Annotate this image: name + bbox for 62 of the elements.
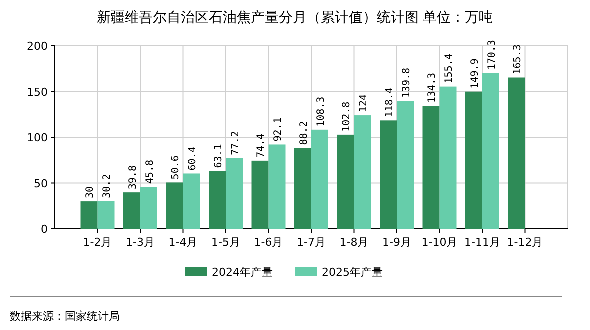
bar	[440, 86, 457, 229]
y-tick-label: 150	[27, 86, 48, 99]
bar	[209, 171, 226, 229]
bar	[397, 101, 414, 229]
x-tick-label: 1-5月	[212, 236, 240, 249]
x-tick-label: 1-2月	[83, 236, 112, 249]
data-label: 149.9	[470, 58, 481, 89]
data-label: 92.1	[273, 118, 284, 142]
bar	[80, 202, 98, 229]
data-label: 134.3	[427, 73, 438, 104]
x-tick-label: 1-9月	[382, 236, 412, 249]
x-tick-label: 1-11月	[464, 236, 500, 249]
bar	[140, 187, 158, 229]
x-tick-label: 1-10月	[422, 236, 458, 249]
legend-label: 2024年产量	[212, 266, 273, 279]
bar	[482, 73, 500, 229]
source-note: 数据来源：国家统计局	[10, 310, 120, 323]
x-tick-label: 1-3月	[126, 236, 155, 249]
data-label: 165.3	[512, 44, 524, 75]
bar	[380, 120, 397, 229]
bar	[312, 130, 328, 229]
y-tick-label: 200	[27, 40, 48, 53]
bar	[294, 148, 312, 229]
x-tick-label: 1-4月	[168, 236, 198, 249]
x-tick-label: 1-12月	[507, 236, 544, 249]
x-tick-label: 1-7月	[297, 236, 326, 249]
y-tick-label: 100	[27, 132, 48, 144]
data-label: 77.2	[230, 131, 242, 156]
bar	[466, 92, 482, 229]
bar	[98, 201, 115, 229]
bar	[354, 116, 372, 229]
bar	[337, 134, 354, 229]
bar	[124, 192, 140, 229]
data-label: 155.4	[444, 54, 456, 84]
x-tick-label: 1-8月	[340, 236, 369, 249]
data-label: 50.6	[170, 156, 182, 180]
bar	[268, 144, 286, 229]
data-label: 170.3	[487, 40, 498, 70]
chart-title: 新疆维吾尔自治区石油焦产量分月（累计值）统计图 单位：万吨	[96, 10, 494, 26]
bar	[422, 106, 440, 229]
y-tick-label: 50	[34, 177, 48, 190]
data-label: 102.8	[342, 102, 353, 132]
data-label: 88.2	[299, 121, 310, 146]
bar	[508, 78, 526, 229]
bar	[252, 160, 269, 229]
bar	[183, 174, 200, 229]
data-label: 39.8	[128, 165, 139, 190]
data-label: 45.8	[145, 160, 156, 184]
data-label: 139.8	[402, 68, 412, 98]
data-label: 63.1	[214, 144, 224, 168]
data-label: 30	[85, 186, 96, 199]
data-label: 108.3	[316, 96, 327, 127]
bar	[166, 182, 184, 229]
x-tick-label: 1-6月	[254, 236, 284, 249]
legend-label: 2025年产量	[322, 266, 383, 279]
data-label: 30.2	[102, 174, 114, 198]
data-label: 124	[358, 94, 370, 113]
data-label: 60.4	[188, 146, 199, 171]
data-label: 118.4	[384, 88, 396, 118]
data-label: 74.4	[256, 134, 268, 158]
y-tick-label: 0	[41, 223, 48, 236]
bar	[226, 158, 243, 229]
